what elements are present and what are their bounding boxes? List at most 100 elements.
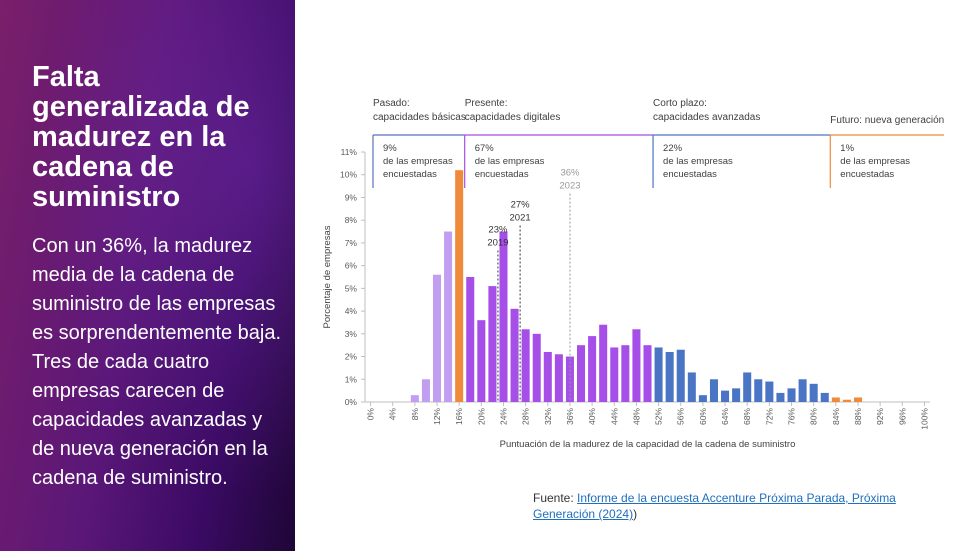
y-tick-label: 11% [341, 147, 358, 157]
bar [621, 345, 630, 402]
phase-desc-2: encuestadas [663, 169, 717, 180]
bar [709, 379, 718, 402]
y-tick-label: 1% [345, 374, 358, 384]
source-link[interactable]: Informe de la encuesta Accenture Próxima… [533, 491, 896, 521]
bar [477, 320, 486, 402]
x-tick-label: 20% [476, 408, 486, 425]
annotation-year: 2019 [487, 237, 508, 248]
x-tick-label: 16% [454, 408, 464, 425]
bar [643, 345, 652, 402]
phase-desc-1: de las empresas [663, 156, 733, 167]
bar [632, 329, 641, 402]
x-tick-label: 100% [919, 408, 929, 430]
bar [698, 395, 707, 402]
x-tick-label: 8% [410, 408, 420, 421]
annotation-year: 2021 [510, 212, 531, 223]
bar [654, 347, 663, 402]
maturity-chart: 0% 1% 2% 3% 4% 5% 6% 7% 8% 9% 10% 11% 0% 4% 8% 12% 16% 20… [322, 98, 944, 450]
y-tick-label: 3% [345, 329, 358, 339]
source-prefix: Fuente: [533, 491, 578, 505]
phase-desc-2: encuestadas [840, 169, 894, 180]
phase-percent: 1% [840, 143, 854, 154]
bar [687, 372, 696, 402]
x-tick-label: 4% [388, 408, 398, 421]
bar [577, 345, 586, 402]
y-tick-label: 10% [340, 170, 357, 180]
phase-desc-1: de las empresas [840, 156, 910, 167]
x-tick-label: 84% [831, 408, 841, 425]
bar [787, 388, 796, 402]
x-axis-title: Puntuación de la madurez de la capacidad… [500, 439, 796, 450]
bar [754, 379, 763, 402]
phase-title: Pasado: [373, 98, 410, 109]
bar [831, 397, 840, 402]
bar [543, 352, 552, 402]
phase-subtitle: capacidades básicas [373, 112, 466, 123]
phase-subtitle: capacidades digitales [465, 112, 561, 123]
source-note: Fuente: Informe de la encuesta Accenture… [533, 490, 953, 522]
bar [610, 347, 619, 402]
bar [665, 352, 674, 402]
bar [732, 388, 741, 402]
y-tick-label: 8% [345, 215, 358, 225]
bar [499, 231, 508, 402]
y-axis-title: Porcentaje de empresas [322, 225, 333, 328]
bar [532, 333, 541, 402]
x-tick-label: 44% [609, 408, 619, 425]
bar [488, 286, 497, 402]
bar [410, 395, 419, 402]
phase-percent: 67% [475, 143, 495, 154]
source-suffix: ) [633, 507, 638, 521]
bar [455, 170, 464, 402]
x-tick-label: 96% [897, 408, 907, 425]
x-tick-label: 64% [720, 408, 730, 425]
x-tick-label: 0% [366, 408, 376, 421]
bar [820, 392, 829, 402]
bar [765, 381, 774, 402]
bar [842, 399, 851, 402]
phase-subtitle: capacidades avanzadas [653, 112, 760, 123]
x-tick-label: 40% [587, 408, 597, 425]
y-tick-label: 6% [345, 261, 358, 271]
bar [743, 372, 752, 402]
bar [444, 231, 453, 402]
bar [776, 392, 785, 402]
y-tick-label: 7% [345, 238, 358, 248]
y-tick-label: 2% [345, 352, 358, 362]
annotation-percent: 23% [488, 224, 508, 235]
x-tick-label: 80% [809, 408, 819, 425]
phase-subtitle: Futuro: nueva generación [830, 115, 944, 126]
annotation-year: 2023 [559, 181, 580, 192]
phase-percent: 9% [383, 143, 397, 154]
bar [676, 349, 685, 402]
bar [421, 379, 430, 402]
bar [521, 329, 530, 402]
bar [510, 308, 519, 402]
phase-percent: 22% [663, 143, 683, 154]
bar [466, 277, 475, 402]
phase-title: Corto plazo: [653, 98, 707, 109]
x-tick-label: 72% [764, 408, 774, 425]
y-tick-label: 5% [345, 283, 358, 293]
x-tick-label: 60% [698, 408, 708, 425]
phase-title: Presente: [465, 98, 508, 109]
bar [554, 354, 563, 402]
slide-body: Con un 36%, la madurez media de la caden… [32, 235, 282, 489]
bar [432, 274, 442, 402]
x-tick-label: 88% [853, 408, 863, 425]
x-tick-label: 92% [875, 408, 885, 425]
bar [798, 379, 807, 402]
y-tick-label: 0% [345, 397, 358, 407]
slide-title: Falta generalizada de madurez en la cade… [32, 61, 250, 213]
annotation-percent: 36% [560, 168, 580, 179]
x-tick-label: 56% [676, 408, 686, 425]
x-tick-label: 12% [432, 408, 442, 425]
x-tick-label: 28% [521, 408, 531, 425]
x-tick-label: 24% [498, 408, 508, 425]
x-tick-label: 76% [787, 408, 797, 425]
bar [721, 390, 730, 402]
bar [599, 324, 608, 402]
phase-desc-2: encuestadas [383, 169, 437, 180]
phase-desc-2: encuestadas [475, 169, 529, 180]
